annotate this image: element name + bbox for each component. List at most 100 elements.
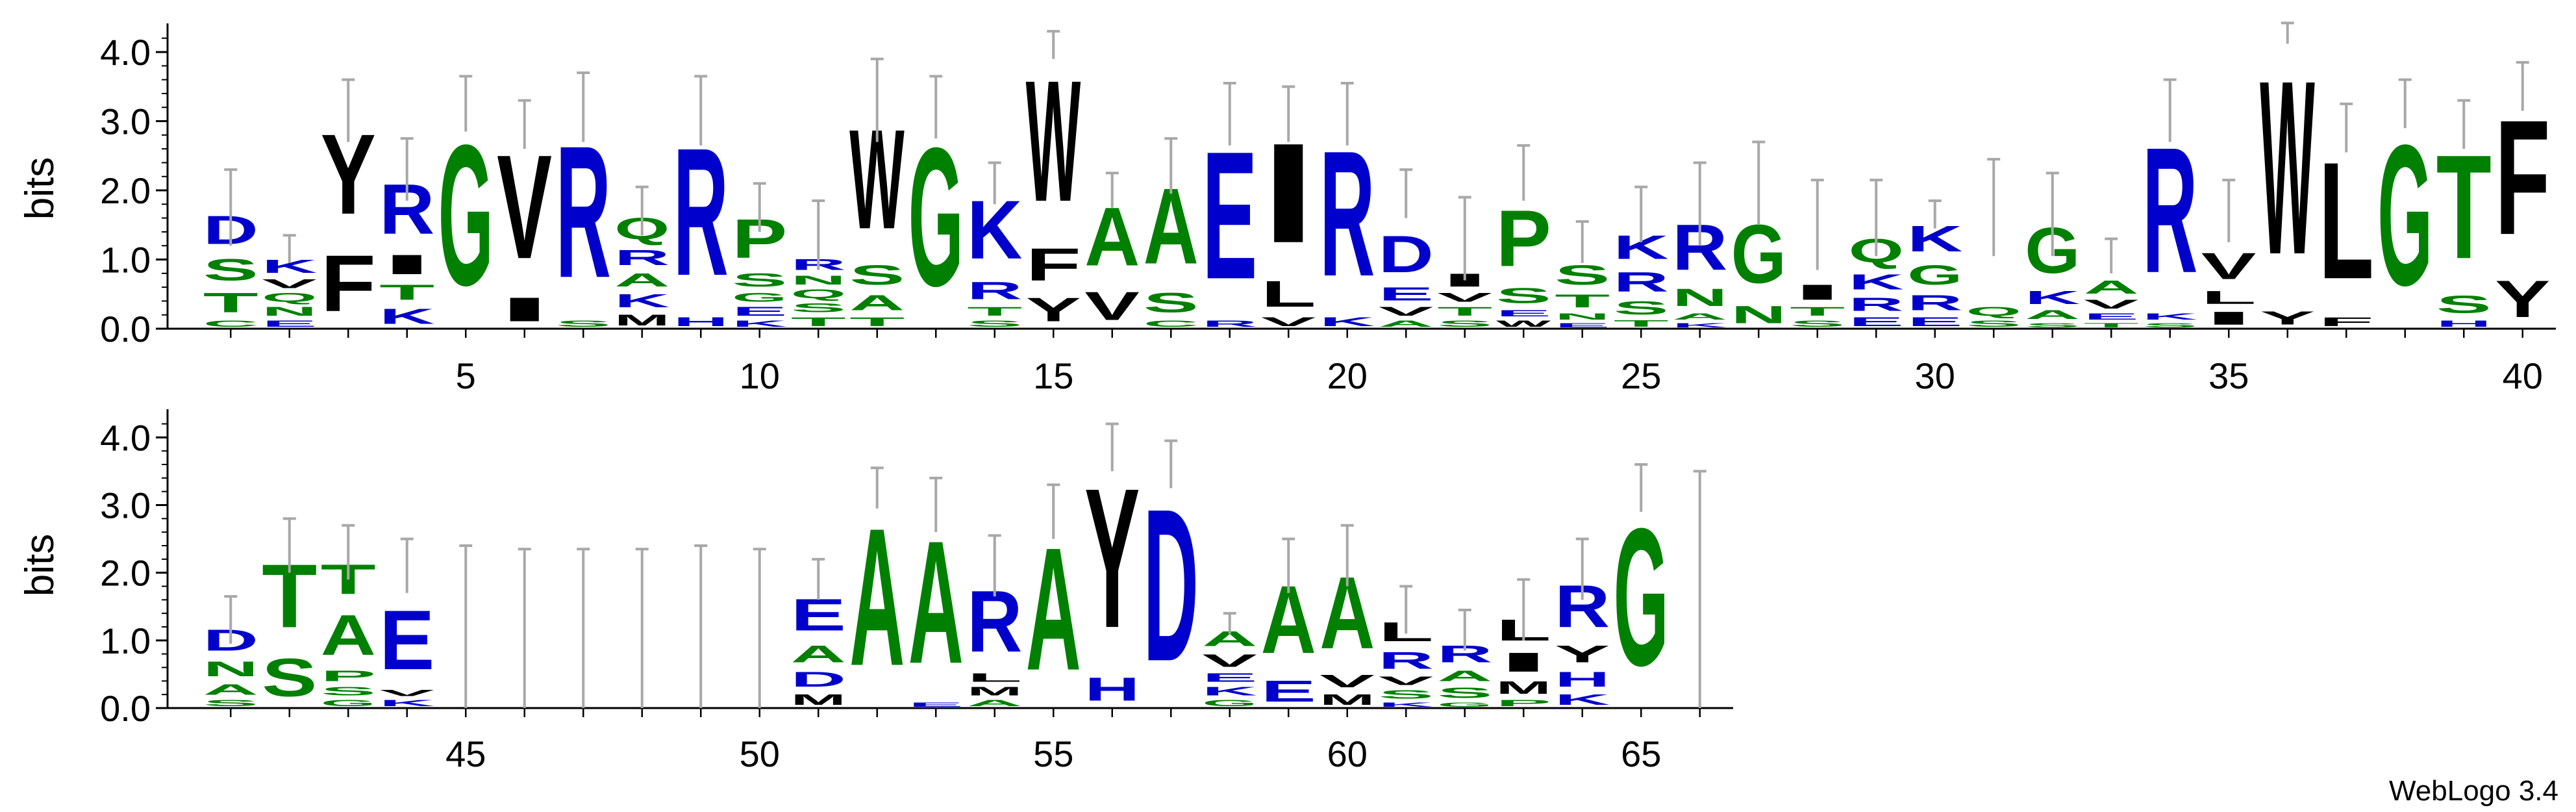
logo-letter-G: G [908,107,964,327]
logo-letter-T: T [1555,291,1610,312]
logo-letter-V: V [1084,284,1140,329]
logo-letter-H: H [2436,318,2492,329]
x-tick-label: 45 [445,733,486,774]
logo-letter-M: M [1496,678,1551,698]
logo-letter-K: K [1555,691,1610,708]
logo-column: RE [1202,81,1257,329]
x-tick-label: 25 [1621,355,1661,396]
logo-letter-E: E [1555,322,1610,329]
logo-letter-D: D [791,668,846,691]
logo-letter-Y: Y [2495,270,2550,329]
logo-letter-E: E [1202,114,1257,318]
logo-column: ST [262,517,317,707]
logo-column: YF [2495,61,2550,329]
logo-letter-P: P [1496,193,1551,283]
logo-letter-T: T [2436,125,2492,290]
logo-column: SR [556,71,611,329]
x-tick-label: 50 [740,733,780,774]
logo-letter-S: S [1555,260,1610,291]
logo-letter-S: S [203,698,258,708]
logo-letter-T: T [1437,305,1492,318]
logo-letter-L: L [2201,287,2257,308]
logo-letter-N: N [1731,301,1786,329]
logo-letter-G: G [732,290,787,304]
logo-letter-A: A [2025,308,2080,322]
logo-letter-Q: Q [262,290,317,304]
logo-column: KVE [379,537,434,708]
logo-letter-A: A [967,698,1022,708]
logo-letter-E: E [379,593,434,687]
logo-letter-A: A [1026,512,1081,707]
logo-letter-A: A [849,487,905,707]
logo-letter-A: A [849,291,905,315]
x-tick-label: 55 [1033,733,1073,774]
logo-letter-S: S [2142,322,2197,329]
logo-letter-S: S [1966,318,2021,329]
logo-letter-Y: Y [1555,641,1610,668]
y-tick-label: 2.0 [100,170,151,211]
logo-letter-R: R [2142,110,2197,310]
logo-letter-S: S [791,301,846,314]
logo-letter-E: E [2084,311,2139,322]
logo-column: A [1026,483,1081,707]
logo-column: VA [1084,171,1140,329]
logo-letter-T: T [2084,322,2139,329]
logo-letter-F: F [1026,239,1081,290]
logo-column: FL [2319,102,2374,329]
logo-letter-K: K [379,305,434,329]
x-tick-label: 5 [456,355,476,396]
logo-column: STVI [1437,196,1492,329]
logo-letter-N: N [1555,311,1610,322]
x-tick-label: 15 [1033,355,1073,396]
logo-letter-E: E [908,702,964,708]
logo-letter-N: N [203,657,258,681]
logo-letter-A: A [1379,318,1434,329]
logo-letter-A: A [1672,311,1727,322]
logo-letter-S: S [2436,290,2492,318]
logo-column: EA [1261,537,1316,708]
logo-column [577,548,590,708]
logo-letter-S: S [1790,318,1845,329]
y-axis-label: bits [18,157,62,220]
logo-letter-S: S [203,253,258,287]
logo-letter-A: A [908,505,964,701]
y-axis-label: bits [18,534,62,596]
logo-column [1693,470,1707,708]
logo-letter-R: R [1849,294,1904,315]
logo-letter-K: K [732,318,787,329]
logo-letter-F: F [321,238,376,328]
logo-letter-V: V [1437,291,1492,305]
logo-letter-N: N [791,273,846,287]
logo-letter-I: I [2201,308,2257,329]
logo-letter-W: W [1026,45,1081,238]
x-tick-label: 35 [2208,355,2249,396]
logo-letter-G: G [1437,702,1492,708]
x-tick-label: 60 [1327,733,1368,774]
logo-letter-E: E [1849,315,1904,329]
logo-column: ILV [2201,179,2257,329]
logo-column: G [1614,463,1669,707]
logo-column [753,548,766,708]
logo-letter-G: G [2377,103,2432,327]
logo-letter-A: A [791,641,846,668]
logo-letter-N: N [262,305,317,318]
logo-letter-S: S [849,260,905,291]
logo-column: HST [2436,99,2492,329]
logo-letter-K: K [1672,322,1727,329]
logo-letter-I: I [379,249,434,280]
logo-letter-K: K [614,290,669,311]
logo-column: SQ [1966,158,2021,329]
logo-letter-P: P [321,668,376,685]
logo-column: CSA [1144,137,1199,329]
